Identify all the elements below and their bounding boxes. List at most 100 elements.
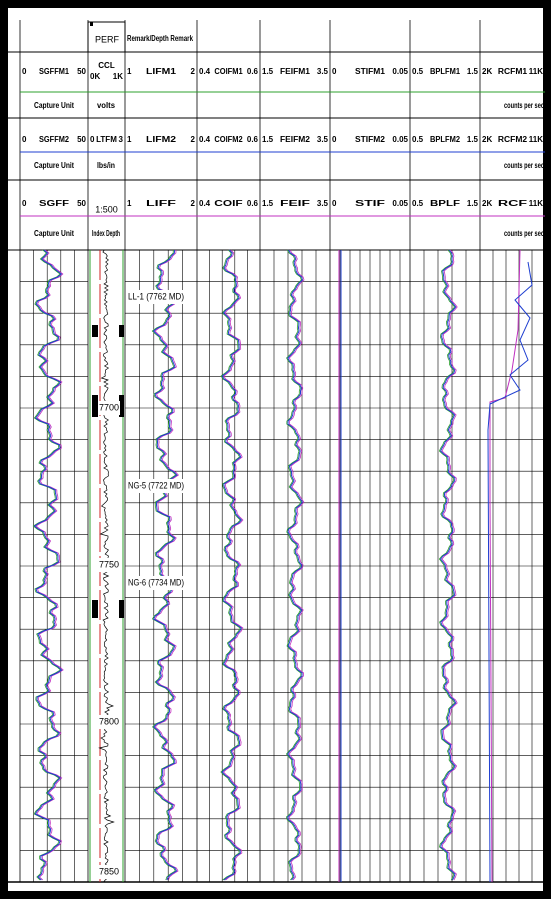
trace bbox=[35, 249, 64, 881]
scale-left: 2K bbox=[482, 199, 492, 208]
curve-name: SGFFM1 bbox=[39, 67, 70, 76]
depth-bg bbox=[98, 401, 120, 415]
annotation: NG-5 (7722 MD) bbox=[128, 480, 184, 490]
scale-left: 1.5 bbox=[262, 67, 274, 76]
unit-label: counts per sec bbox=[504, 161, 544, 170]
scale-left: 0 bbox=[332, 199, 337, 208]
curve-name: COIFM1 bbox=[214, 67, 243, 76]
trace bbox=[285, 249, 302, 881]
scale-right: 0.6 bbox=[247, 135, 259, 144]
perf-interval bbox=[92, 325, 98, 337]
scale-right: 11K bbox=[529, 67, 543, 76]
unit-label: Capture Unit bbox=[34, 101, 74, 110]
scale-left: 0 bbox=[90, 135, 95, 144]
curve-name: FEIFM1 bbox=[280, 67, 311, 76]
unit-label: lbs/in bbox=[97, 161, 115, 170]
curve-name: FEIF bbox=[280, 199, 310, 208]
scale-left: 0.5 bbox=[412, 67, 424, 76]
scale-right: 2 bbox=[191, 67, 196, 76]
curve-name: 1:500 bbox=[95, 204, 118, 214]
scale-right: 1.5 bbox=[467, 67, 479, 76]
depth-label: 7750 bbox=[99, 559, 119, 569]
trace bbox=[489, 249, 521, 883]
scale-right: 3.5 bbox=[317, 199, 329, 208]
trace bbox=[151, 249, 177, 881]
perf-interval bbox=[92, 395, 98, 417]
scale-right: 0.05 bbox=[392, 67, 408, 76]
scale-right: 0.6 bbox=[247, 67, 259, 76]
annotation-bg bbox=[127, 290, 185, 304]
scale-right: 2 bbox=[191, 199, 196, 208]
scale-right: 1K bbox=[113, 72, 123, 81]
scale-right: 0.05 bbox=[392, 135, 408, 144]
curve-name: SGFFM2 bbox=[39, 135, 70, 144]
trace bbox=[439, 249, 457, 881]
scale-right: 2 bbox=[191, 135, 196, 144]
scale-left: 2K bbox=[482, 135, 492, 144]
unit-label: Capture Unit bbox=[34, 161, 74, 170]
scale-right: 3.5 bbox=[317, 67, 329, 76]
perf-label: PERF bbox=[95, 34, 120, 44]
curve-name: RCFM2 bbox=[498, 135, 528, 144]
annotation: LL-1 (7762 MD) bbox=[128, 291, 184, 301]
scale-left: 0.5 bbox=[412, 199, 424, 208]
scale-right: 50 bbox=[77, 67, 86, 76]
curve-name: LIFF bbox=[146, 199, 176, 208]
scale-right: 3.5 bbox=[317, 135, 329, 144]
scale-left: 1 bbox=[127, 199, 132, 208]
trace bbox=[152, 249, 178, 881]
scale-left: 1.5 bbox=[262, 135, 274, 144]
annotation: NG-6 (7734 MD) bbox=[128, 577, 184, 587]
scale-left: 0.5 bbox=[412, 135, 424, 144]
curve-name: LIFM2 bbox=[146, 135, 177, 144]
unit-label: Index Depth bbox=[92, 229, 120, 238]
scale-left: 1 bbox=[127, 135, 132, 144]
perf-interval bbox=[119, 325, 124, 337]
remark-label: Remark/Depth Remark bbox=[127, 34, 193, 43]
trace bbox=[438, 249, 456, 881]
depth-label: 7800 bbox=[99, 716, 119, 726]
curve-name: CCL bbox=[98, 61, 115, 70]
perf-interval bbox=[119, 395, 124, 417]
scale-right: 0.6 bbox=[247, 199, 259, 208]
scale-right: 3 bbox=[119, 135, 124, 144]
trace bbox=[154, 249, 180, 881]
curve-name: LIFM1 bbox=[146, 67, 177, 76]
curve-name: COIF bbox=[214, 199, 243, 208]
trace bbox=[487, 261, 533, 883]
scale-left: 0 bbox=[22, 135, 27, 144]
scale-left: 0.4 bbox=[199, 67, 211, 76]
curve-name: LTFM bbox=[96, 135, 117, 144]
curve-name: SGFF bbox=[39, 199, 69, 208]
unit-label: volts bbox=[97, 101, 116, 110]
scale-left: 0.4 bbox=[199, 199, 211, 208]
scale-right: 50 bbox=[77, 135, 86, 144]
curve-name: FEIFM2 bbox=[280, 135, 311, 144]
curve-name: BPLFM1 bbox=[430, 67, 461, 76]
trace bbox=[220, 249, 241, 881]
scale-left: 0 bbox=[22, 67, 27, 76]
scale-right: 0.05 bbox=[392, 199, 408, 208]
scale-left: 0K bbox=[90, 72, 100, 81]
annotation-bg bbox=[127, 479, 185, 493]
trace bbox=[441, 249, 458, 881]
depth-bg bbox=[98, 865, 120, 879]
curve-name: RCFM1 bbox=[498, 67, 528, 76]
trace bbox=[287, 249, 304, 881]
perf-marker bbox=[90, 22, 93, 26]
curve-name: STIFM1 bbox=[355, 67, 386, 76]
scale-right: 50 bbox=[77, 199, 86, 208]
depth-label: 7850 bbox=[99, 866, 119, 876]
trace bbox=[33, 249, 63, 881]
curve-name: STIF bbox=[355, 199, 385, 208]
scale-left: 0 bbox=[332, 67, 337, 76]
scale-left: 2K bbox=[482, 67, 492, 76]
scale-right: 11K bbox=[529, 199, 543, 208]
trace bbox=[221, 249, 243, 881]
scale-left: 0.4 bbox=[199, 135, 211, 144]
depth-label: 7700 bbox=[99, 402, 119, 412]
annotation-bg bbox=[127, 576, 185, 590]
scale-right: 1.5 bbox=[467, 199, 479, 208]
